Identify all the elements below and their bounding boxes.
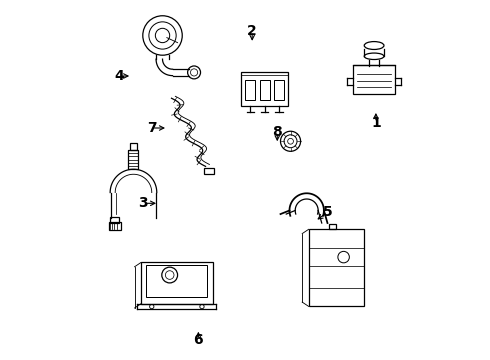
Text: 8: 8: [272, 125, 282, 139]
Text: 4: 4: [115, 69, 124, 83]
Bar: [128, 149, 139, 169]
Text: 7: 7: [147, 121, 157, 135]
Bar: [147, 265, 207, 297]
Bar: [329, 224, 336, 229]
Bar: [141, 262, 213, 304]
Bar: [274, 81, 284, 100]
Bar: [109, 222, 121, 230]
Text: 6: 6: [194, 333, 203, 347]
Text: 2: 2: [247, 24, 257, 38]
Bar: [353, 64, 395, 94]
Text: 5: 5: [322, 205, 332, 219]
Bar: [129, 143, 137, 149]
Bar: [309, 229, 364, 306]
Bar: [204, 168, 214, 174]
Bar: [245, 81, 255, 100]
Bar: [110, 217, 119, 223]
Bar: [260, 81, 270, 100]
Text: 1: 1: [371, 116, 381, 130]
Bar: [242, 72, 288, 105]
Text: 3: 3: [138, 196, 147, 210]
